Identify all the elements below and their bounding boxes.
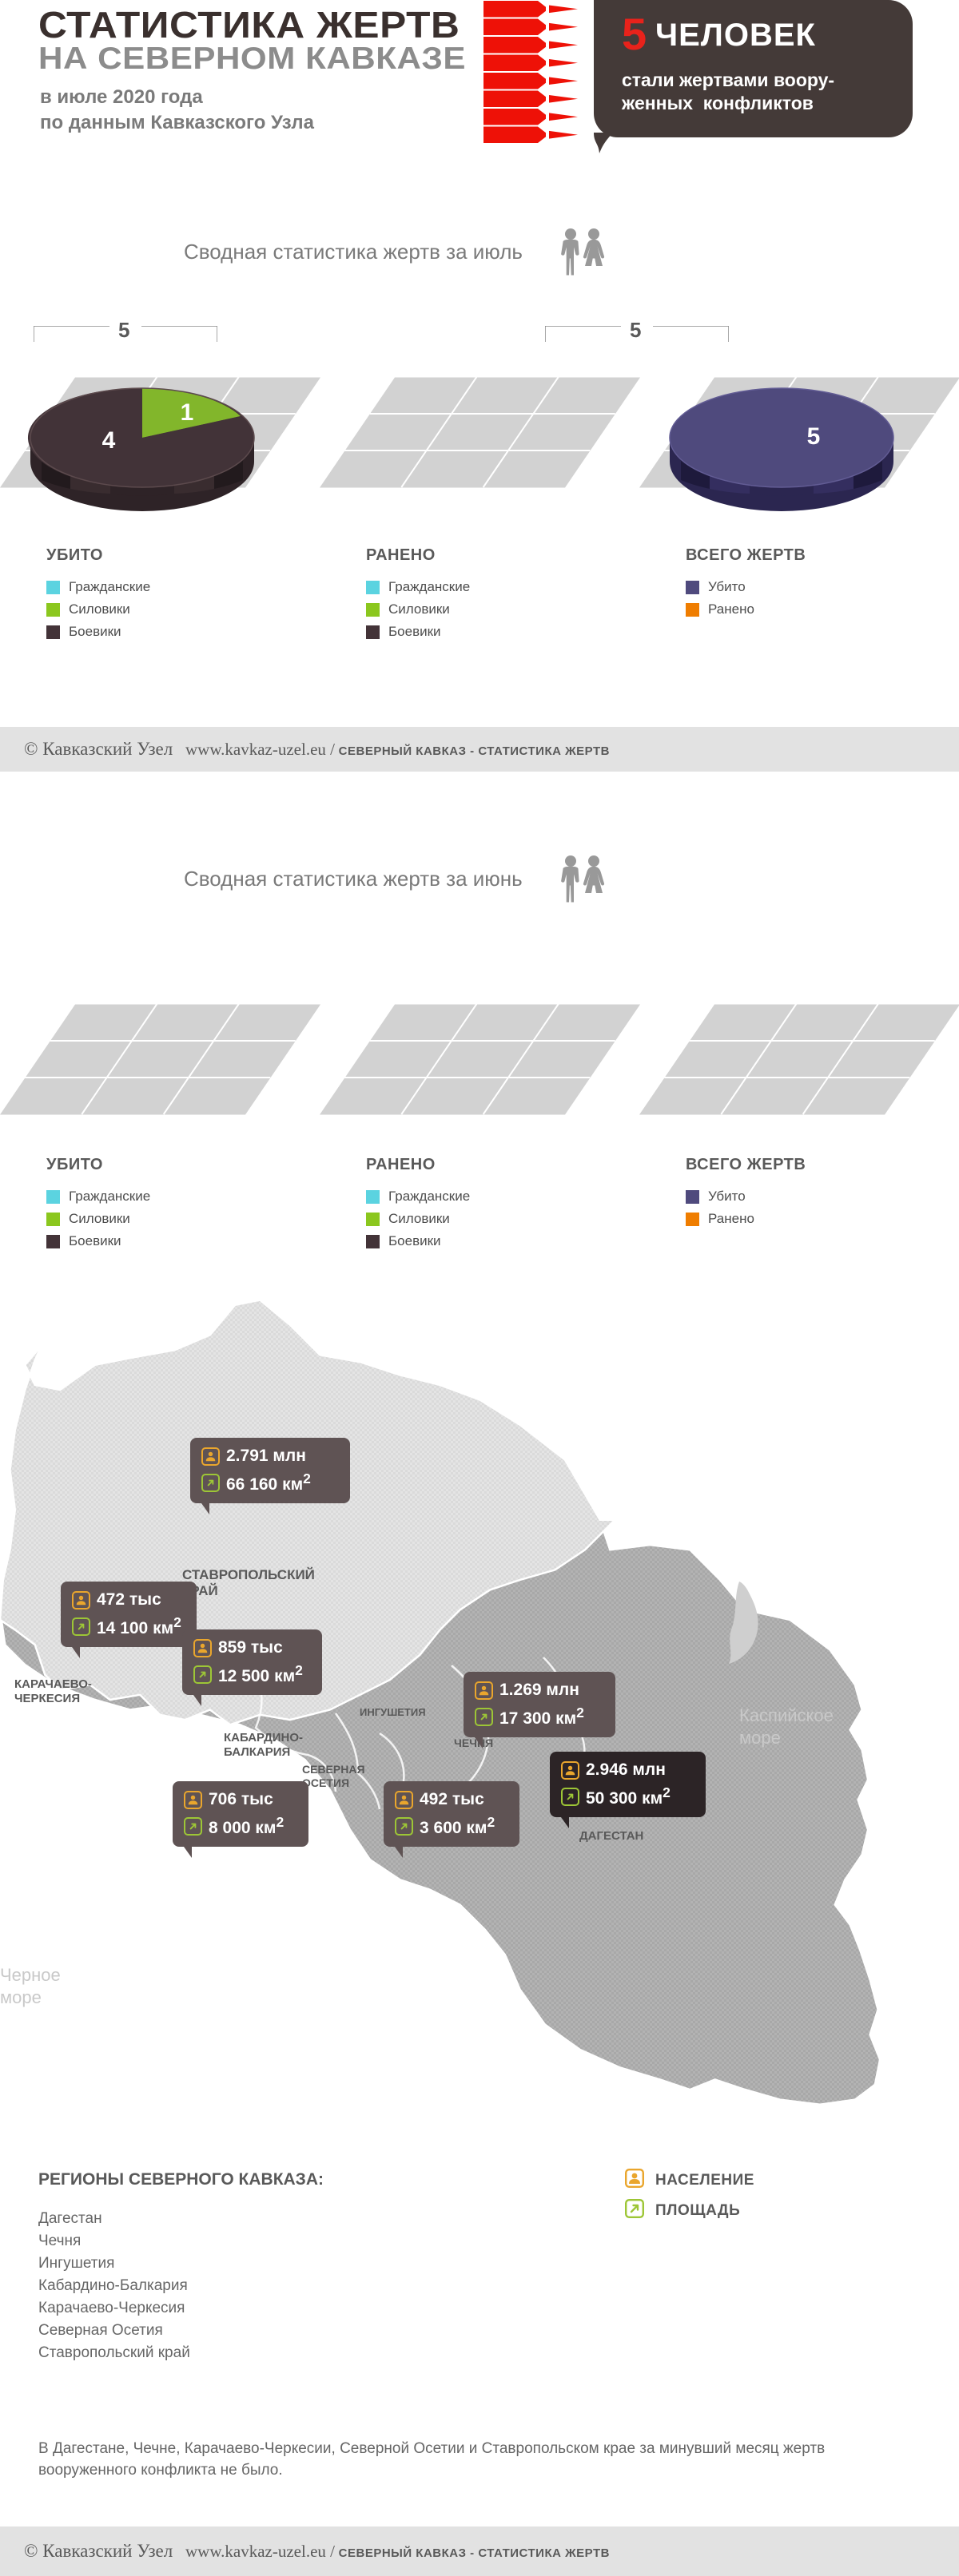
svg-text:СТАВРОПОЛЬСКИЙ: СТАВРОПОЛЬСКИЙ [182, 1567, 315, 1582]
svg-text:ИНГУШЕТИЯ: ИНГУШЕТИЯ [360, 1706, 426, 1718]
svg-text:ЧЕРКЕСИЯ: ЧЕРКЕСИЯ [14, 1692, 80, 1705]
svg-text:КАБАРДИНО-: КАБАРДИНО- [224, 1731, 303, 1744]
svg-text:ОСЕТИЯ: ОСЕТИЯ [302, 1776, 349, 1789]
svg-text:КАРАЧАЕВО-: КАРАЧАЕВО- [14, 1677, 92, 1691]
svg-text:4: 4 [102, 427, 116, 454]
svg-text:море: море [739, 1728, 781, 1748]
svg-text:ДАГЕСТАН: ДАГЕСТАН [579, 1829, 643, 1843]
svg-text:БАЛКАРИЯ: БАЛКАРИЯ [224, 1745, 290, 1759]
svg-text:СЕВЕРНАЯ: СЕВЕРНАЯ [302, 1763, 365, 1776]
svg-text:Каспийское: Каспийское [739, 1705, 834, 1725]
svg-text:Черное: Черное [0, 1965, 61, 1985]
svg-text:1: 1 [181, 399, 194, 426]
svg-text:5: 5 [807, 423, 821, 450]
svg-text:море: море [0, 1987, 42, 2007]
